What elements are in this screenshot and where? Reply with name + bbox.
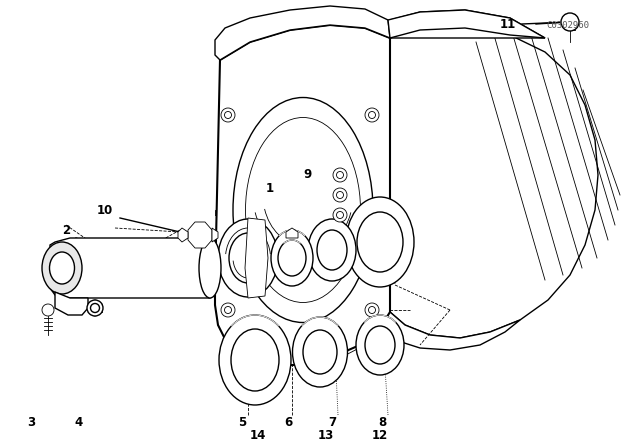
Ellipse shape	[221, 108, 235, 122]
Ellipse shape	[337, 172, 344, 178]
Polygon shape	[388, 10, 545, 38]
Ellipse shape	[218, 219, 278, 297]
Ellipse shape	[219, 315, 291, 405]
Ellipse shape	[229, 233, 267, 283]
Ellipse shape	[233, 98, 373, 323]
Polygon shape	[375, 295, 520, 350]
Ellipse shape	[49, 252, 74, 284]
Polygon shape	[245, 218, 268, 298]
Polygon shape	[178, 228, 188, 242]
Text: 9: 9	[304, 168, 312, 181]
Ellipse shape	[42, 304, 54, 316]
Ellipse shape	[87, 300, 103, 316]
Text: 1: 1	[266, 181, 274, 194]
Ellipse shape	[271, 230, 313, 286]
Ellipse shape	[225, 306, 232, 314]
Text: 8: 8	[378, 415, 386, 428]
Polygon shape	[286, 228, 298, 238]
Ellipse shape	[369, 306, 376, 314]
Ellipse shape	[292, 317, 348, 387]
Ellipse shape	[199, 238, 221, 298]
Text: 3: 3	[27, 415, 35, 428]
Ellipse shape	[246, 117, 360, 302]
Polygon shape	[215, 25, 390, 365]
Text: 5: 5	[238, 415, 246, 428]
Text: 12: 12	[372, 428, 388, 441]
Ellipse shape	[337, 191, 344, 198]
Ellipse shape	[231, 329, 279, 391]
Text: 11: 11	[500, 17, 516, 30]
Ellipse shape	[356, 315, 404, 375]
Text: 7: 7	[328, 415, 336, 428]
Text: 14: 14	[250, 428, 266, 441]
Text: 13: 13	[318, 428, 334, 441]
Ellipse shape	[333, 188, 347, 202]
Polygon shape	[215, 6, 390, 60]
Ellipse shape	[278, 240, 306, 276]
Polygon shape	[375, 28, 598, 338]
Text: C0302960: C0302960	[547, 22, 590, 30]
Ellipse shape	[225, 112, 232, 119]
Ellipse shape	[333, 208, 347, 222]
Ellipse shape	[333, 168, 347, 182]
Ellipse shape	[221, 303, 235, 317]
Text: 2: 2	[62, 224, 70, 237]
Ellipse shape	[365, 326, 395, 364]
Ellipse shape	[357, 212, 403, 272]
Ellipse shape	[365, 303, 379, 317]
Ellipse shape	[365, 108, 379, 122]
Polygon shape	[388, 10, 545, 38]
Polygon shape	[188, 222, 212, 248]
Polygon shape	[212, 228, 218, 242]
Ellipse shape	[317, 230, 347, 270]
Ellipse shape	[561, 13, 579, 31]
Ellipse shape	[90, 303, 99, 313]
Text: 6: 6	[284, 415, 292, 428]
Polygon shape	[50, 238, 215, 298]
Polygon shape	[55, 292, 88, 315]
Ellipse shape	[308, 219, 356, 281]
Ellipse shape	[42, 242, 82, 294]
Ellipse shape	[369, 112, 376, 119]
Ellipse shape	[303, 330, 337, 374]
Ellipse shape	[337, 211, 344, 219]
Ellipse shape	[346, 197, 414, 287]
Text: 10: 10	[97, 203, 113, 216]
Text: 4: 4	[75, 415, 83, 428]
